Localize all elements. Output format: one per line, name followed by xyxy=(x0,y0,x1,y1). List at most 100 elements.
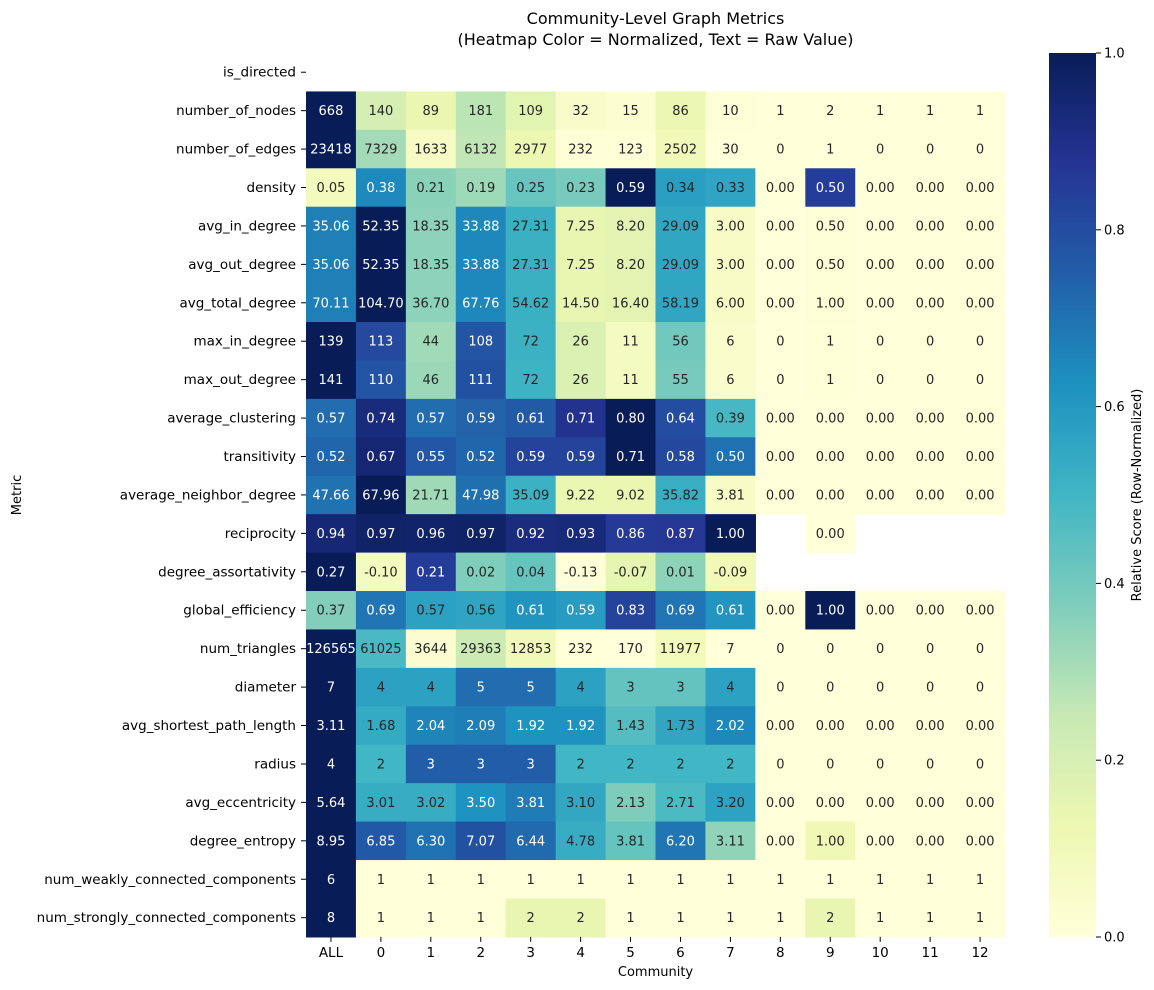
cell-value-label: 1.00 xyxy=(816,296,845,311)
heatmap-cell xyxy=(605,129,657,169)
heatmap-cell xyxy=(955,360,1006,400)
cell-value-label: 4 xyxy=(377,681,385,696)
heatmap-cell xyxy=(805,744,856,784)
cell-value-label: 1 xyxy=(876,911,884,926)
cell-value-label: 109 xyxy=(518,104,543,119)
heatmap-cell xyxy=(855,91,906,131)
cell-value-label: 1.43 xyxy=(616,719,645,734)
heatmap-cell xyxy=(655,475,707,515)
heatmap-cell xyxy=(955,629,1006,669)
cell-value-label: 0.50 xyxy=(716,450,745,465)
row-labels: is_directed number_of_nodes number_of_edge… xyxy=(37,65,306,926)
heatmap-cell xyxy=(955,91,1006,131)
cell-value-label: 0.00 xyxy=(866,488,895,503)
cell-value-label: 14.50 xyxy=(562,296,599,311)
heatmap-cell xyxy=(405,667,457,707)
heatmap-cell xyxy=(505,168,557,208)
heatmap-cell xyxy=(705,206,756,246)
cell-value-label: 104.70 xyxy=(358,296,404,311)
heatmap-cell xyxy=(505,475,557,515)
cell-value-label: 72 xyxy=(522,373,539,388)
heatmap-cell xyxy=(455,437,507,477)
heatmap-cell xyxy=(655,898,707,938)
cell-value-label: 232 xyxy=(568,642,593,657)
heatmap-cell xyxy=(705,283,756,323)
heatmap-cell xyxy=(306,475,357,515)
heatmap-cell xyxy=(855,168,906,208)
heatmap-cell xyxy=(805,168,856,208)
heatmap-cell xyxy=(355,744,407,784)
heatmap-cell xyxy=(905,360,956,400)
heatmap-cell xyxy=(455,283,507,323)
cell-value-label: 0.58 xyxy=(666,450,695,465)
cell-value-label: 0.00 xyxy=(816,719,845,734)
heatmap-cell xyxy=(905,206,956,246)
heatmap-cell xyxy=(505,283,557,323)
heatmap-cell xyxy=(605,821,657,861)
cell-value-label: 9.02 xyxy=(616,488,645,503)
cell-value-label: 0.00 xyxy=(866,834,895,849)
cell-value-label: 54.62 xyxy=(512,296,549,311)
cell-value-label: 0.00 xyxy=(766,412,795,427)
heatmap-cell xyxy=(505,898,557,938)
cell-value-label: 2 xyxy=(527,911,535,926)
cell-value-label: 0.74 xyxy=(366,412,395,427)
cell-value-label: 1.00 xyxy=(816,604,845,619)
cell-value-label: 0.87 xyxy=(666,527,695,542)
heatmap-cell xyxy=(355,898,407,938)
heatmap-cell xyxy=(355,783,407,823)
cell-value-label: 0 xyxy=(776,757,784,772)
cell-value-label: 1 xyxy=(626,873,634,888)
cell-value-label: 5 xyxy=(527,681,535,696)
heatmap-cell xyxy=(905,168,956,208)
column-label: 10 xyxy=(872,945,889,961)
colorbar-ticks: 0.0 0.2 0.4 0.6 0.8 1.0 xyxy=(1096,47,1125,946)
cell-value-label: 29363 xyxy=(460,642,501,657)
cell-value-label: 0.00 xyxy=(916,488,945,503)
cell-value-label: 35.06 xyxy=(312,219,349,234)
cell-value-label: 1 xyxy=(427,911,435,926)
heatmap-cell xyxy=(455,475,507,515)
cell-value-label: 52.35 xyxy=(362,258,399,273)
cell-value-label: 1 xyxy=(726,911,734,926)
cell-value-label: 126565 xyxy=(306,642,356,657)
cell-value-label: 7329 xyxy=(364,143,397,158)
heatmap-cell xyxy=(455,129,507,169)
cell-value-label: 0 xyxy=(926,642,934,657)
heatmap-cell xyxy=(705,898,756,938)
cell-value-label: 4 xyxy=(726,681,734,696)
cell-value-label: 0.57 xyxy=(416,604,445,619)
heatmap-cell xyxy=(555,245,607,285)
cell-value-label: 26 xyxy=(572,373,589,388)
heatmap-cell xyxy=(405,283,457,323)
cell-value-label: 1 xyxy=(477,911,485,926)
row-label: reciprocity xyxy=(225,526,296,542)
cell-value-label: 0.97 xyxy=(366,527,395,542)
heatmap-cell xyxy=(505,514,557,554)
row-label: max_in_degree xyxy=(193,334,296,350)
heatmap-cell xyxy=(905,629,956,669)
cell-value-label: 18.35 xyxy=(412,219,449,234)
column-label: 8 xyxy=(776,945,785,961)
cell-value-label: 1.00 xyxy=(816,834,845,849)
heatmap-cell xyxy=(605,475,657,515)
cell-value-label: 4 xyxy=(427,681,435,696)
cell-value-label: 3 xyxy=(527,757,535,772)
heatmap-cell xyxy=(755,245,806,285)
heatmap-cell xyxy=(505,783,557,823)
cell-value-label: 11977 xyxy=(660,642,701,657)
heatmap-cell xyxy=(555,91,607,131)
heatmap-cell xyxy=(805,783,856,823)
heatmap-cell xyxy=(555,322,607,362)
heatmap-cell xyxy=(555,475,607,515)
cell-value-label: 3.81 xyxy=(516,796,545,811)
row-label: num_strongly_connected_components xyxy=(37,910,296,926)
cell-value-label: -0.07 xyxy=(614,565,648,580)
heatmap-cell xyxy=(705,552,756,592)
column-label: 7 xyxy=(726,945,735,961)
column-label: 0 xyxy=(377,945,386,961)
heatmap-cell xyxy=(805,475,856,515)
cell-value-label: 1633 xyxy=(414,143,447,158)
cell-value-label: 2.71 xyxy=(666,796,695,811)
heatmap-cell xyxy=(455,322,507,362)
